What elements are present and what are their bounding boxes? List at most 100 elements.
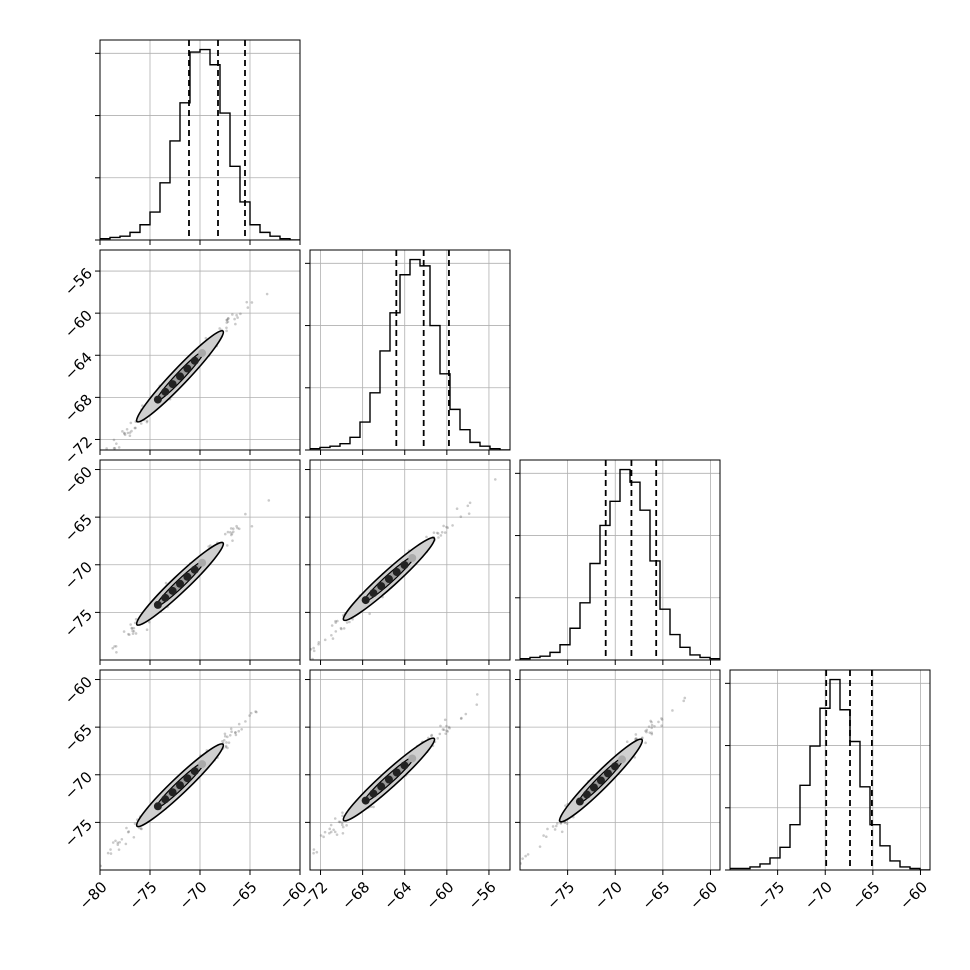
density-blob	[168, 788, 177, 797]
scatter-point	[323, 830, 327, 834]
x-tick-label: −56	[465, 878, 500, 913]
scatter-point	[114, 644, 118, 648]
scatter-point	[124, 842, 128, 846]
scatter-point	[339, 626, 343, 630]
density-blob	[183, 364, 192, 373]
scatter-point	[235, 524, 238, 528]
scatter-point	[553, 828, 557, 831]
scatter-point	[445, 525, 448, 529]
scatter-point	[437, 536, 440, 539]
panel-3-1: −72 −68 −64 −60 −56	[296, 669, 511, 913]
scatter-point	[125, 826, 128, 830]
scatter-point	[246, 306, 250, 309]
scatter-point	[650, 726, 654, 730]
x-tick-label: −60	[896, 878, 931, 913]
scatter-point	[439, 724, 442, 728]
scatter-point	[164, 581, 168, 585]
scatter-point	[94, 667, 97, 670]
scatter-point	[330, 633, 333, 637]
scatter-point	[109, 848, 112, 851]
scatter-point	[134, 632, 138, 635]
scatter-point	[292, 660, 295, 663]
scatter-point	[145, 419, 149, 423]
scatter-point	[334, 621, 338, 624]
scatter-point	[334, 619, 337, 623]
scatter-point	[647, 725, 651, 728]
scatter-point	[140, 827, 143, 831]
scatter-point	[129, 421, 133, 425]
scatter-point	[443, 531, 447, 534]
panel-frame	[309, 459, 511, 661]
scatter-point	[122, 630, 126, 633]
density-blob	[190, 565, 199, 574]
scatter-point	[425, 535, 428, 539]
scatter-point	[341, 814, 344, 818]
x-tick-label: −80	[76, 878, 111, 913]
scatter-point	[226, 530, 230, 534]
scatter-point	[430, 733, 434, 737]
x-tick-label: −70	[176, 878, 211, 913]
scatter-point	[340, 821, 344, 825]
scatter-point	[225, 318, 229, 322]
scatter-point	[451, 524, 454, 527]
scatter-point	[650, 732, 654, 736]
scatter-point	[331, 637, 335, 640]
density-blob	[400, 561, 409, 570]
scatter-point	[123, 431, 126, 435]
scatter-point	[312, 649, 316, 653]
panel-0-0	[95, 39, 301, 245]
scatter-point	[132, 836, 136, 839]
scatter-point	[248, 714, 251, 717]
scatter-point	[237, 722, 241, 726]
density-blob	[176, 579, 184, 588]
scatter-point	[225, 544, 229, 547]
scatter-point	[317, 642, 320, 646]
scatter-point	[230, 730, 233, 733]
scatter-point	[204, 336, 208, 340]
x-tick-label: −75	[126, 878, 161, 913]
density-blob	[361, 796, 370, 805]
scatter-point	[131, 632, 135, 635]
panel-frame	[309, 249, 511, 451]
y-tick-label: −75	[61, 606, 96, 641]
scatter-point	[223, 732, 227, 736]
density-blob	[392, 568, 401, 577]
scatter-point	[111, 646, 115, 650]
scatter-point	[649, 719, 652, 723]
scatter-point	[129, 623, 132, 626]
scatter-point	[249, 711, 253, 715]
density-blob	[176, 372, 184, 381]
scatter-point	[234, 730, 237, 734]
scatter-point	[234, 733, 238, 737]
scatter-point	[114, 839, 117, 843]
scatter-point	[435, 531, 439, 535]
scatter-point	[560, 830, 564, 834]
scatter-point	[115, 442, 118, 445]
scatter-point	[650, 720, 653, 724]
scatter-point	[230, 533, 233, 537]
scatter-point	[139, 422, 143, 425]
scatter-point	[328, 831, 331, 835]
density-blob	[161, 387, 170, 396]
scatter-point	[336, 619, 339, 623]
scatter-point	[250, 301, 254, 304]
scatter-point	[118, 840, 121, 844]
scatter-point	[145, 628, 149, 632]
scatter-point	[221, 739, 224, 743]
scatter-point	[683, 696, 687, 700]
scatter-point	[109, 452, 112, 455]
scatter-point	[112, 446, 116, 450]
scatter-point	[123, 432, 126, 435]
scatter-point	[333, 817, 337, 820]
scatter-point	[467, 512, 471, 515]
panel-3-3: −75 −70 −65 −60	[725, 669, 931, 913]
density-blob	[190, 356, 199, 365]
y-tick-label: −65	[61, 720, 96, 755]
scatter-point	[141, 404, 144, 407]
scatter-point	[432, 531, 436, 534]
panel-2-2	[515, 459, 721, 665]
density-blob	[589, 783, 598, 792]
scatter-point	[115, 651, 118, 654]
scatter-point	[372, 805, 375, 809]
scatter-point	[310, 647, 313, 651]
